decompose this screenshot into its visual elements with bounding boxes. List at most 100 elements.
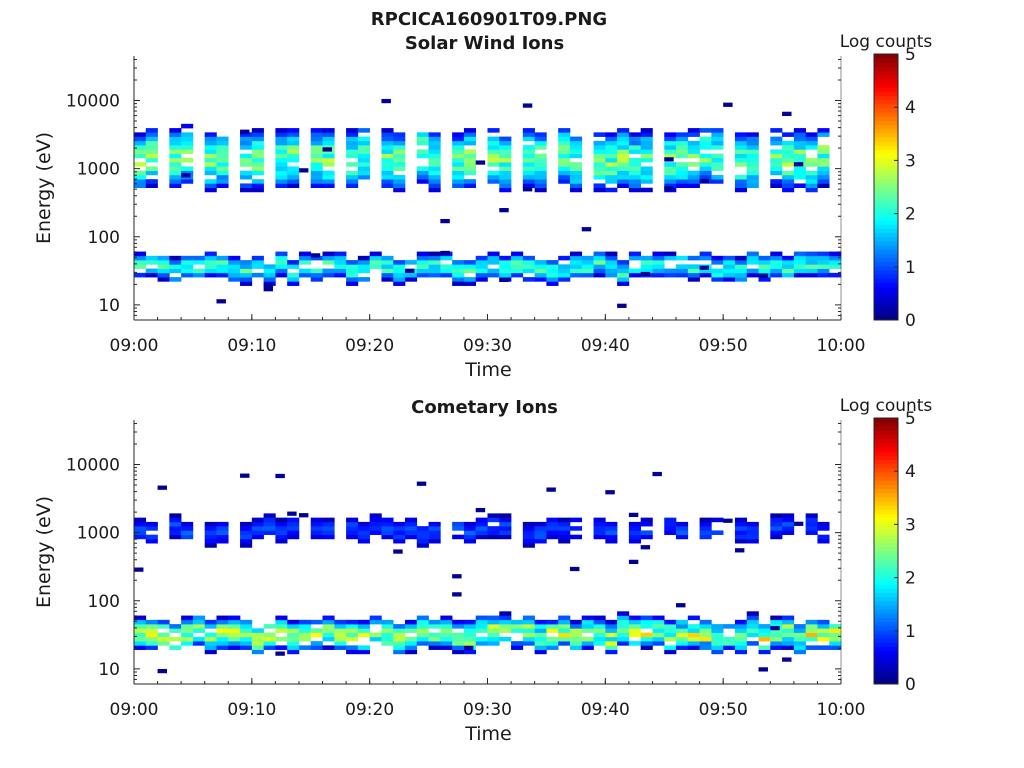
colorbar-swatch xyxy=(874,609,898,614)
heatmap-cell xyxy=(499,615,512,621)
heatmap-cell xyxy=(204,153,217,159)
heatmap-cell xyxy=(240,641,253,646)
heatmap-cell xyxy=(758,268,771,274)
heatmap-cell xyxy=(511,251,524,257)
heatmap-cell xyxy=(546,636,559,642)
heatmap-cell xyxy=(593,615,606,621)
heatmap-cell xyxy=(240,543,253,548)
heatmap-cell xyxy=(381,136,394,142)
heatmap-cell xyxy=(428,251,441,257)
heatmap-cell xyxy=(381,268,394,274)
heatmap-cell xyxy=(275,251,288,257)
heatmap-cell xyxy=(310,166,323,171)
heatmap-cell xyxy=(240,153,253,159)
heatmap-cell xyxy=(275,128,288,133)
heatmap-cell xyxy=(428,166,441,171)
heatmap-cell xyxy=(628,526,641,531)
heatmap-cell xyxy=(805,174,818,180)
heatmap-cell xyxy=(440,624,453,629)
heatmap-cell xyxy=(181,272,194,278)
heatmap-cell xyxy=(393,538,406,544)
heatmap-cell xyxy=(322,147,332,152)
heatmap-cell xyxy=(534,645,547,650)
heatmap-cell xyxy=(216,534,229,540)
heatmap-cell xyxy=(204,162,217,167)
heatmap-cell xyxy=(134,136,147,142)
heatmap-cell xyxy=(487,615,500,621)
colorbar-swatch xyxy=(874,459,898,465)
heatmap-cell xyxy=(593,140,606,146)
heatmap-cell xyxy=(369,619,382,625)
heatmap-cell xyxy=(357,526,370,531)
x-tick-label: 10:00 xyxy=(817,700,866,720)
heatmap-cell xyxy=(346,272,359,278)
heatmap-cell xyxy=(204,649,217,655)
heatmap-cell xyxy=(558,277,571,282)
heatmap-cell xyxy=(216,153,229,159)
heatmap-cell xyxy=(734,132,748,137)
heatmap-cell xyxy=(463,645,474,650)
heatmap-cell xyxy=(569,149,583,154)
heatmap-cell xyxy=(181,632,194,638)
colorbar-swatch xyxy=(874,261,898,267)
heatmap-cell xyxy=(534,624,547,629)
heatmap-cell xyxy=(416,543,429,548)
heatmap-cell xyxy=(275,174,288,180)
heatmap-cell xyxy=(558,128,571,133)
heatmap-cell xyxy=(605,157,618,163)
heatmap-cell xyxy=(746,166,759,171)
heatmap-cell xyxy=(711,162,724,167)
heatmap-cell xyxy=(310,170,323,176)
heatmap-cell xyxy=(416,481,427,486)
colorbar-swatch xyxy=(874,303,898,308)
heatmap-cell xyxy=(346,619,359,625)
heatmap-cell xyxy=(734,264,748,269)
colorbar-swatch xyxy=(874,211,898,217)
heatmap-cell xyxy=(322,632,335,638)
heatmap-cell xyxy=(605,534,618,540)
heatmap-cell xyxy=(251,272,264,278)
x-tick-label: 09:30 xyxy=(463,700,512,720)
heatmap-cell xyxy=(134,153,147,159)
heatmap-cell xyxy=(357,153,370,159)
heatmap-cell xyxy=(534,538,547,544)
heatmap-cell xyxy=(310,521,323,527)
heatmap-cell xyxy=(393,166,406,171)
colorbar-frame xyxy=(873,417,899,685)
heatmap-cell xyxy=(805,145,818,150)
heatmap-cell xyxy=(216,521,229,527)
heatmap-cell xyxy=(393,628,406,633)
heatmap-cell xyxy=(275,183,288,188)
colorbar-swatch xyxy=(874,476,898,481)
heatmap-cell xyxy=(334,645,347,650)
heatmap-cell xyxy=(463,157,477,163)
heatmap-cell xyxy=(487,268,500,274)
heatmap-cell xyxy=(746,149,759,154)
heatmap-cell xyxy=(793,140,806,146)
heatmap-cell xyxy=(346,277,359,282)
heatmap-cell xyxy=(499,264,512,269)
heatmap-cell xyxy=(734,255,748,261)
heatmap-cell xyxy=(452,166,465,171)
heatmap-cell xyxy=(251,183,264,188)
colorbar-swatch xyxy=(874,311,898,317)
heatmap-cell xyxy=(734,517,748,523)
heatmap-cell xyxy=(699,153,712,159)
colorbar-swatch xyxy=(874,170,898,175)
heatmap-cell xyxy=(499,636,512,642)
heatmap-cell xyxy=(169,277,182,282)
heatmap-cell xyxy=(617,157,630,163)
colorbar-swatch xyxy=(874,253,898,259)
heatmap-cell xyxy=(817,534,830,540)
heatmap-cell xyxy=(192,615,205,621)
heatmap-cell xyxy=(593,183,606,188)
heatmap-cell xyxy=(593,272,606,278)
heatmap-cell xyxy=(593,632,606,638)
heatmap-cell xyxy=(134,645,147,650)
heatmap-cell xyxy=(569,260,583,265)
heatmap-cell xyxy=(287,157,300,163)
colorbar-swatch xyxy=(874,472,898,477)
heatmap-cell xyxy=(145,149,158,154)
heatmap-cell xyxy=(746,260,759,265)
